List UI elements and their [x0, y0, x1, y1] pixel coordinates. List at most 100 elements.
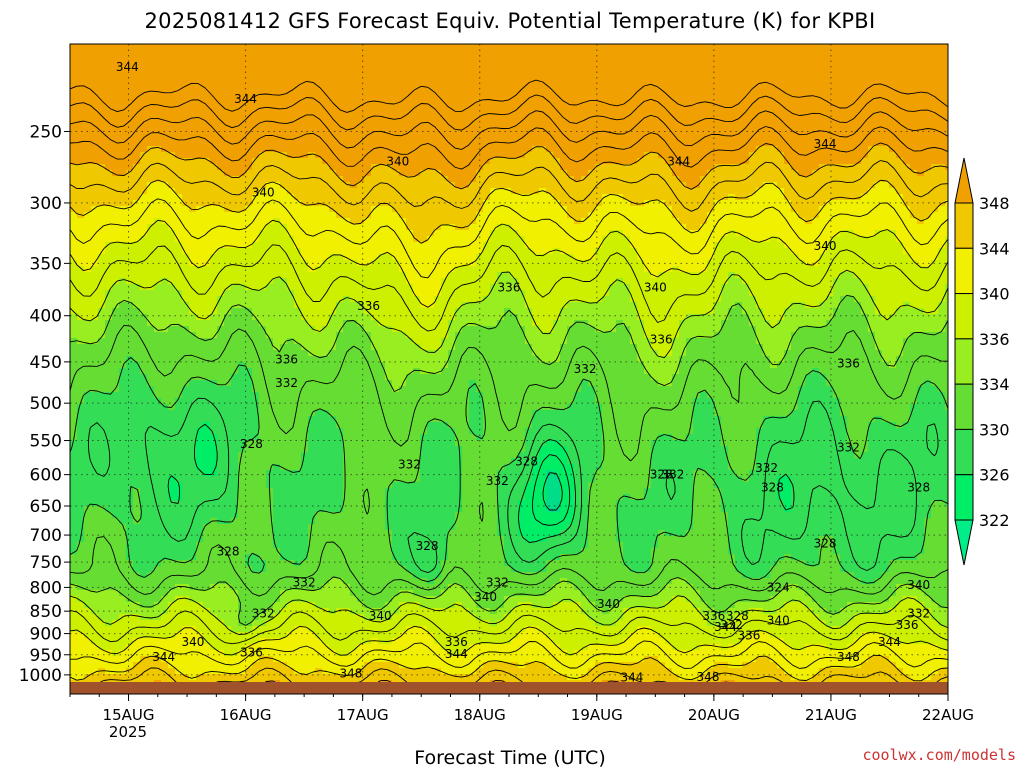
fill-cell: [329, 650, 337, 657]
fill-cell: [91, 518, 99, 525]
fill-cell: [210, 656, 218, 663]
fill-cell: [224, 554, 232, 561]
fill-cell: [112, 236, 120, 243]
fill-cell: [308, 632, 316, 639]
fill-cell: [378, 500, 386, 507]
fill-cell: [147, 434, 155, 441]
fill-cell: [147, 50, 155, 57]
fill-cell: [168, 560, 176, 567]
fill-cell: [315, 614, 323, 621]
fill-cell: [238, 338, 246, 345]
fill-cell: [168, 650, 176, 657]
fill-cell: [280, 416, 288, 423]
fill-cell: [280, 296, 288, 303]
fill-cell: [224, 548, 232, 555]
fill-cell: [371, 422, 379, 429]
fill-cell: [287, 338, 295, 345]
fill-cell: [147, 140, 155, 147]
fill-cell: [217, 392, 225, 399]
fill-cell: [231, 638, 239, 645]
fill-cell: [105, 68, 113, 75]
fill-cell: [273, 206, 281, 213]
fill-cell: [350, 488, 358, 495]
fill-cell: [161, 140, 169, 147]
fill-cell: [77, 386, 85, 393]
fill-cell: [371, 536, 379, 543]
fill-cell: [196, 254, 204, 261]
fill-cell: [350, 260, 358, 267]
fill-cell: [280, 530, 288, 537]
fill-cell: [119, 260, 127, 267]
fill-cell: [343, 482, 351, 489]
fill-cell: [259, 620, 267, 627]
fill-cell: [147, 620, 155, 627]
fill-cell: [231, 536, 239, 543]
fill-cell: [70, 230, 78, 237]
fill-cell: [112, 644, 120, 651]
fill-cell: [161, 434, 169, 441]
fill-cell: [154, 242, 162, 249]
fill-cell: [308, 332, 316, 339]
fill-cell: [385, 290, 393, 297]
fill-cell: [259, 302, 267, 309]
fill-cell: [98, 68, 106, 75]
fill-cell: [133, 470, 141, 477]
fill-cell: [343, 332, 351, 339]
fill-cell: [210, 50, 218, 57]
fill-cell: [70, 674, 78, 681]
fill-cell: [105, 494, 113, 501]
fill-cell: [315, 596, 323, 603]
fill-cell: [287, 398, 295, 405]
fill-cell: [266, 308, 274, 315]
fill-cell: [133, 278, 141, 285]
fill-cell: [84, 296, 92, 303]
fill-cell: [350, 650, 358, 657]
fill-cell: [329, 632, 337, 639]
fill-cell: [287, 230, 295, 237]
fill-cell: [343, 380, 351, 387]
fill-cell: [70, 626, 78, 633]
fill-cell: [147, 632, 155, 639]
fill-cell: [280, 272, 288, 279]
fill-cell: [231, 164, 239, 171]
fill-cell: [70, 182, 78, 189]
fill-cell: [154, 248, 162, 255]
fill-cell: [189, 584, 197, 591]
fill-cell: [308, 122, 316, 129]
fill-cell: [252, 278, 260, 285]
fill-cell: [308, 500, 316, 507]
fill-cell: [154, 260, 162, 267]
fill-cell: [336, 290, 344, 297]
fill-cell: [84, 62, 92, 69]
fill-cell: [343, 410, 351, 417]
fill-cell: [84, 248, 92, 255]
fill-cell: [119, 170, 127, 177]
fill-cell: [98, 434, 106, 441]
fill-cell: [182, 338, 190, 345]
fill-cell: [252, 518, 260, 525]
fill-cell: [336, 512, 344, 519]
fill-cell: [77, 128, 85, 135]
fill-cell: [84, 206, 92, 213]
fill-cell: [91, 554, 99, 561]
fill-cell: [112, 578, 120, 585]
fill-cell: [196, 530, 204, 537]
fill-cell: [168, 236, 176, 243]
fill-cell: [196, 434, 204, 441]
fill-cell: [252, 530, 260, 537]
fill-cell: [350, 536, 358, 543]
fill-cell: [245, 170, 253, 177]
fill-cell: [119, 392, 127, 399]
fill-cell: [364, 164, 372, 171]
fill-cell: [231, 464, 239, 471]
fill-cell: [133, 596, 141, 603]
fill-cell: [343, 104, 351, 111]
fill-cell: [301, 644, 309, 651]
fill-cell: [217, 536, 225, 543]
fill-cell: [182, 116, 190, 123]
fill-cell: [126, 260, 134, 267]
fill-cell: [273, 140, 281, 147]
fill-cell: [280, 260, 288, 267]
fill-cell: [77, 296, 85, 303]
fill-cell: [203, 632, 211, 639]
